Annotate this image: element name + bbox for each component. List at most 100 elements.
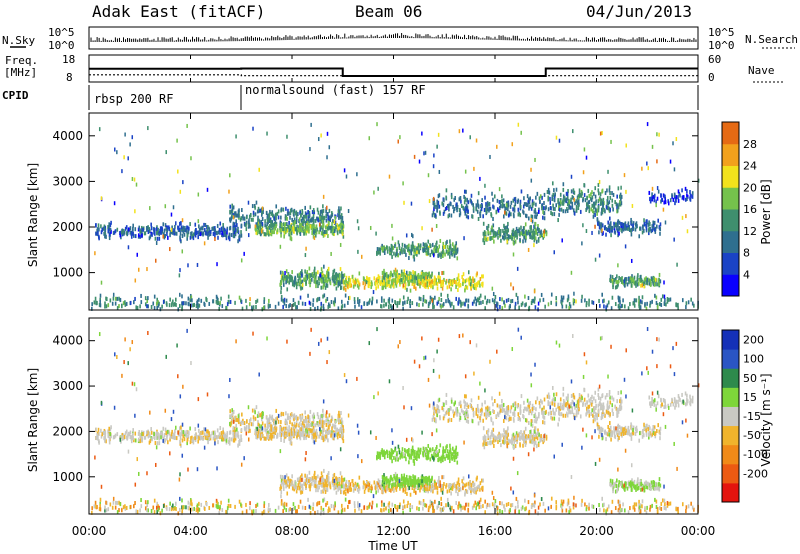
power-point [500, 238, 502, 243]
power-point [589, 196, 592, 201]
velocity-point [255, 432, 257, 437]
power-point [385, 302, 387, 307]
power-point [293, 283, 296, 288]
power-point [289, 274, 291, 279]
power-point [343, 280, 346, 285]
power-point [395, 273, 397, 278]
power-point [309, 147, 311, 152]
power-point [620, 194, 623, 199]
power-point [419, 284, 421, 289]
power-point [175, 297, 177, 302]
velocity-point [292, 414, 295, 419]
power-point [664, 194, 666, 199]
power-point [639, 305, 642, 310]
power-point [255, 230, 258, 235]
power-point [636, 275, 639, 280]
power-point [287, 208, 289, 213]
power-point [463, 208, 466, 213]
power-point [121, 230, 123, 235]
power-point [187, 263, 189, 268]
power-point [482, 274, 484, 279]
power-point [100, 196, 103, 201]
power-point [376, 247, 379, 252]
power-point [162, 234, 164, 239]
power-point [401, 280, 403, 285]
power-point [334, 297, 336, 302]
power-point [525, 302, 527, 307]
power-point [538, 228, 540, 233]
power-point [577, 206, 580, 211]
velocity-point [327, 438, 329, 443]
power-point [623, 173, 626, 178]
power-point [291, 276, 293, 281]
power-point [420, 271, 423, 276]
power-point [499, 204, 502, 209]
power-point [323, 230, 326, 235]
power-point [392, 245, 395, 250]
power-point [294, 277, 296, 282]
velocity-point [287, 413, 289, 418]
velocity-point [248, 427, 250, 432]
power-point [308, 213, 311, 218]
power-point [562, 201, 565, 206]
power-point [134, 209, 136, 214]
power-point [280, 215, 282, 220]
power-point [419, 277, 422, 282]
power-point [330, 229, 332, 234]
power-point [663, 301, 666, 306]
power-point [597, 182, 600, 187]
power-point [686, 189, 688, 194]
power-point [375, 278, 378, 283]
power-point [432, 297, 435, 302]
velocity-point [163, 433, 166, 438]
velocity-point [282, 431, 285, 436]
velocity-point [219, 435, 221, 440]
power-point [335, 286, 338, 291]
power-point [95, 231, 97, 236]
velocity-point [186, 433, 188, 438]
velocity-point [288, 432, 291, 437]
power-point [408, 279, 410, 284]
power-point [129, 142, 131, 147]
velocity-point [321, 435, 324, 440]
velocity-point [308, 415, 311, 420]
velocity-point [245, 419, 248, 424]
velocity-point [222, 437, 225, 442]
power-point [625, 143, 627, 148]
power-point [339, 273, 341, 278]
power-point [522, 228, 524, 233]
power-point [272, 223, 275, 228]
power-point [453, 206, 456, 211]
power-point [455, 282, 458, 287]
power-point [346, 280, 348, 285]
velocity-point [308, 430, 310, 435]
power-point [377, 250, 380, 255]
power-point [410, 274, 413, 279]
power-point [661, 198, 663, 203]
power-point [438, 296, 440, 301]
power-point [158, 236, 161, 241]
power-point [308, 210, 311, 215]
power-point [646, 122, 649, 127]
power-point [599, 222, 601, 227]
power-point [619, 194, 621, 199]
velocity-point [309, 423, 312, 428]
power-point [321, 270, 324, 275]
power-point [252, 126, 254, 131]
power-point [94, 296, 97, 301]
power-point [633, 298, 636, 303]
power-point [654, 229, 657, 234]
power-point [334, 273, 337, 278]
power-point [398, 274, 401, 279]
power-point [571, 195, 574, 200]
power-point [514, 199, 517, 204]
velocity-point [100, 434, 103, 439]
power-point [655, 300, 658, 305]
velocity-point [282, 486, 285, 491]
power-point [466, 285, 469, 290]
power-point [495, 209, 498, 214]
power-point [323, 279, 326, 284]
power-point [566, 191, 569, 196]
power-point [352, 284, 355, 289]
power-point [133, 300, 135, 305]
